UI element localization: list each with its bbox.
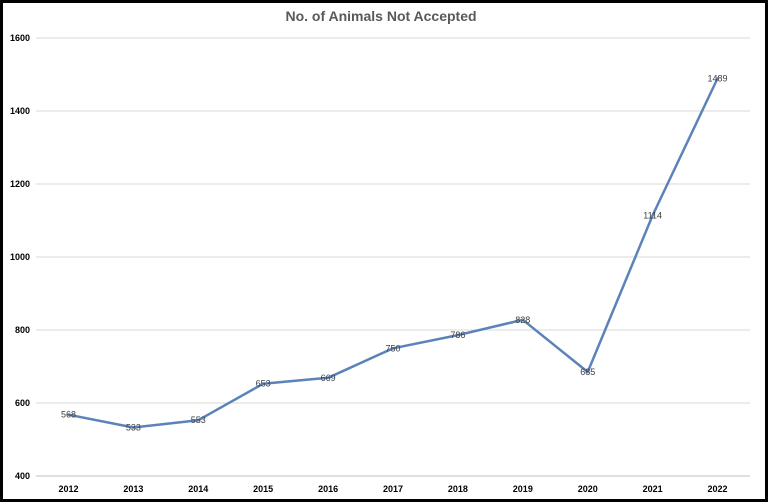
data-label: 1114 (643, 210, 662, 220)
data-label: 750 (385, 343, 400, 353)
x-tick-label: 2012 (58, 484, 78, 494)
x-tick-label: 2014 (188, 484, 208, 494)
data-point (456, 333, 460, 337)
series-group (67, 77, 719, 429)
data-point (326, 376, 330, 380)
y-tick-label: 1000 (10, 252, 30, 262)
gridlines (36, 37, 750, 477)
data-label: 786 (450, 330, 465, 340)
x-tick-label: 2018 (448, 484, 468, 494)
data-label: 828 (515, 315, 530, 325)
x-tick-label: 2015 (253, 484, 273, 494)
x-axis-ticks: 2012 2013 2014 2015 2016 2017 2018 2019 2020 2021… (58, 484, 727, 494)
x-tick-label: 2021 (643, 484, 663, 494)
data-label: 1489 (708, 74, 728, 84)
data-point (132, 426, 135, 429)
y-tick-label: 600 (15, 398, 30, 408)
x-tick-label: 2019 (513, 484, 533, 494)
y-tick-label: 1600 (10, 33, 30, 43)
data-point (261, 382, 265, 385)
chart-title: No. of Animals Not Accepted (285, 8, 477, 24)
data-label: 685 (580, 367, 595, 377)
x-tick-label: 2017 (383, 484, 403, 494)
series-line (67, 77, 719, 429)
data-point (651, 214, 654, 217)
x-tick-label: 2016 (318, 484, 338, 494)
x-tick-label: 2013 (123, 484, 143, 494)
data-label: 653 (256, 379, 271, 389)
data-label: 553 (191, 415, 206, 425)
data-label: 669 (321, 373, 336, 383)
data-point (391, 347, 395, 350)
data-point (716, 77, 719, 80)
y-tick-label: 400 (15, 471, 30, 481)
data-point (586, 370, 589, 374)
y-tick-label: 1400 (10, 106, 30, 116)
data-label: 533 (126, 422, 141, 432)
data-point (521, 318, 525, 321)
data-point (197, 418, 200, 422)
data-point (67, 413, 70, 416)
x-tick-label: 2020 (578, 484, 598, 494)
y-tick-label: 800 (15, 325, 30, 335)
y-axis-ticks: 400 600 800 1000 1200 1400 1600 (10, 33, 30, 481)
data-labels: 568 533 553 653 669 750 786 828 685 1114 1489 (61, 74, 728, 433)
data-label: 568 (61, 410, 76, 420)
y-tick-label: 1200 (10, 179, 30, 189)
x-tick-label: 2022 (708, 484, 728, 494)
